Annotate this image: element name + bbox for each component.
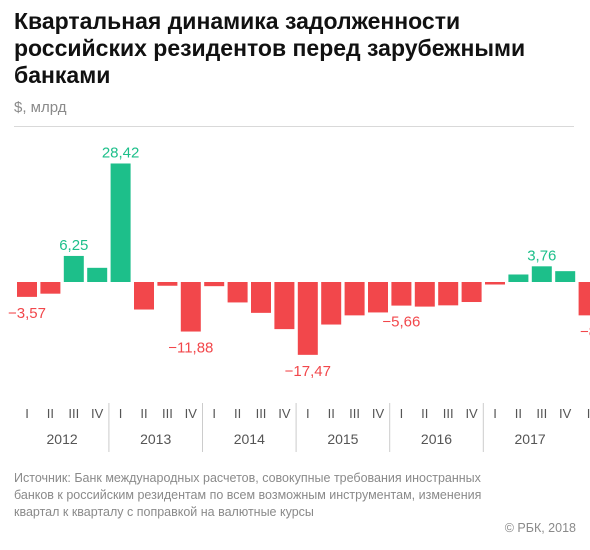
source-note: Источник: Банк международных расчетов, с… [14,470,494,521]
year-tick-label: 2017 [515,431,546,447]
bar [297,282,318,355]
bar [227,282,248,303]
quarter-tick-label: II [328,406,335,421]
source-label: Источник: [14,471,71,485]
bar [461,282,482,303]
data-label: −5,66 [382,314,420,331]
chart-title: Квартальная динамика задолженности росси… [14,8,526,88]
data-label: 3,76 [527,247,556,264]
quarter-tick-label: II [515,406,522,421]
bar [17,282,37,297]
quarter-tick-label: I [306,406,310,421]
quarter-tick-label: III [443,406,454,421]
bar [438,282,459,306]
quarter-tick-label: II [140,406,147,421]
year-tick-label: 2012 [47,431,78,447]
bar [274,282,295,330]
data-label: 28,42 [102,144,140,161]
year-tick-label: 2016 [421,431,452,447]
quarter-tick-label: IV [278,406,291,421]
data-label: −17,47 [285,363,331,380]
bar [157,282,178,286]
bar [344,282,365,316]
data-label: −11,88 [168,340,213,357]
bar [485,282,505,285]
quarter-tick-label: III [256,406,267,421]
quarter-tick-label: IV [465,406,478,421]
bar-chart: −3,576,2528,42−11,88−17,47−5,663,76−8III… [8,144,590,452]
bar [251,282,271,313]
bar [321,282,342,325]
bar [555,271,576,282]
year-tick-label: 2014 [234,431,265,447]
bar [63,255,84,282]
quarter-tick-label: I [587,406,590,421]
bar [414,282,435,307]
quarter-tick-label: II [47,406,54,421]
quarter-tick-label: I [119,406,123,421]
quarter-tick-label: II [421,406,428,421]
quarter-tick-label: IV [559,406,572,421]
data-label: 6,25 [59,237,88,254]
bar [40,282,61,294]
bar [180,282,201,332]
quarter-tick-label: I [25,406,29,421]
bar [368,282,388,313]
source-text: Банк международных расчетов, совокупные … [14,471,482,519]
quarter-tick-label: III [162,406,173,421]
bar [110,163,131,282]
quarter-tick-label: IV [185,406,198,421]
quarter-tick-label: IV [91,406,104,421]
quarter-tick-label: I [212,406,216,421]
quarter-tick-label: I [400,406,404,421]
top-divider [14,126,574,127]
data-label: −8 [580,323,590,340]
units-label: $, млрд [14,99,67,116]
data-label: −3,57 [8,305,46,322]
bar [578,282,590,316]
bar [508,274,529,282]
quarter-tick-label: IV [372,406,385,421]
bar [87,267,108,282]
year-tick-label: 2013 [140,431,171,447]
quarter-tick-label: II [234,406,241,421]
quarter-tick-label: III [349,406,360,421]
quarter-tick-label: III [536,406,547,421]
quarter-tick-label: I [493,406,497,421]
copyright: © РБК, 2018 [504,521,576,535]
bar [134,282,154,310]
quarter-tick-label: III [68,406,79,421]
year-tick-label: 2015 [327,431,358,447]
bar [391,282,412,306]
bar [531,266,552,282]
bar [204,282,225,287]
